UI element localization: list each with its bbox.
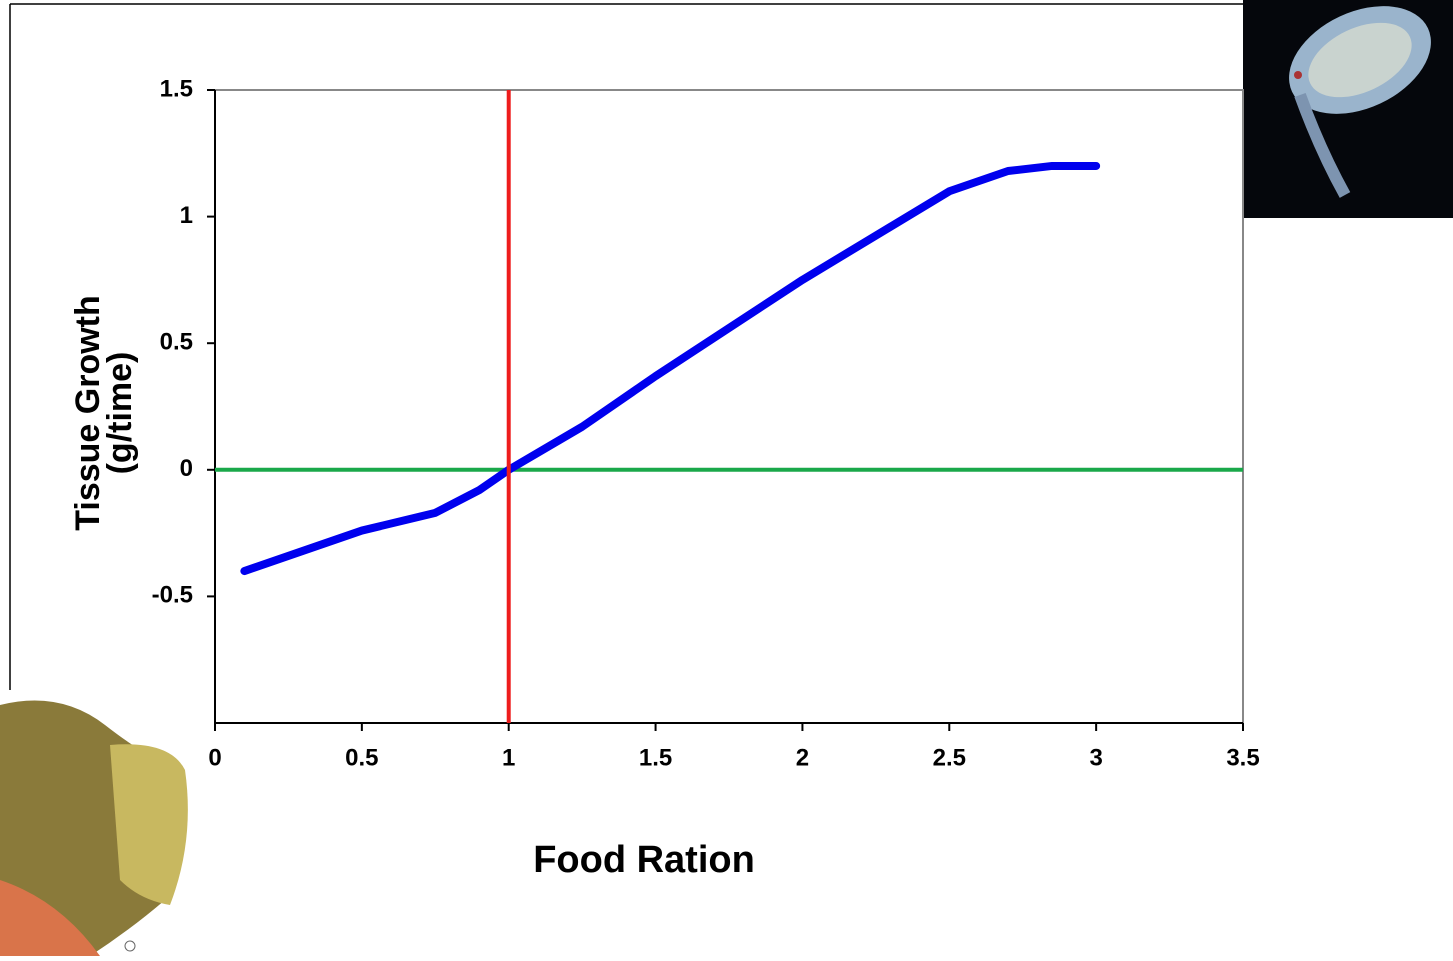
x-tick-label: 3 — [1089, 744, 1102, 771]
data-line — [240, 161, 1101, 576]
y-tick-label: -0.5 — [152, 582, 193, 609]
y-tick-label: 0.5 — [160, 329, 193, 356]
x-tick-label: 1.5 — [639, 744, 672, 771]
y-axis-title: (g/time) — [101, 352, 139, 475]
x-tick-label: 2 — [796, 744, 809, 771]
y-tick-label: 0 — [180, 455, 193, 482]
fish-image — [0, 700, 188, 956]
x-tick-label: 2.5 — [933, 744, 966, 771]
x-tick-label: 0.5 — [345, 744, 378, 771]
y-axis-title: Tissue Growth — [69, 295, 107, 531]
x-tick-label: 3.5 — [1226, 744, 1259, 771]
x-axis-title: Food Ration — [533, 839, 755, 881]
y-tick-label: 1.5 — [160, 75, 193, 102]
daphnia-image — [1243, 0, 1453, 218]
plot-frame — [214, 89, 1244, 724]
x-tick-label: 0 — [208, 744, 221, 771]
y-tick-label: 1 — [180, 202, 193, 229]
x-tick-label: 1 — [502, 744, 515, 771]
